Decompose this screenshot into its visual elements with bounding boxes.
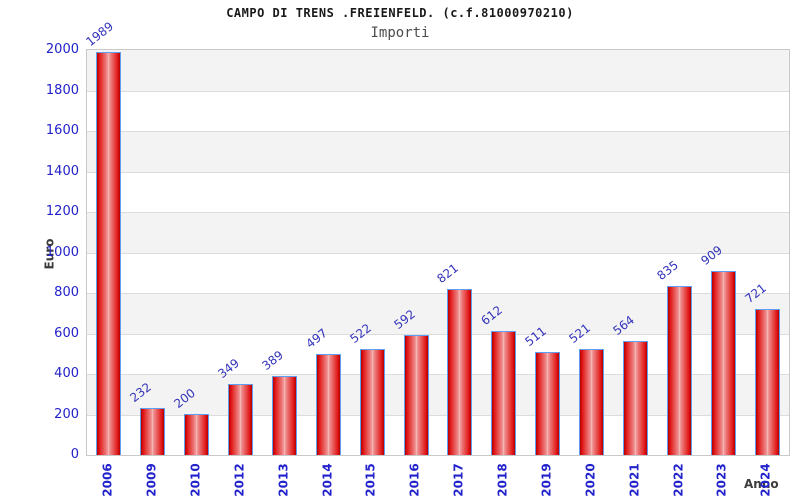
y-tick-label: 400 xyxy=(54,366,79,381)
bar-2015 xyxy=(360,349,385,455)
x-tick-year: 2010 xyxy=(188,463,203,497)
bar-2014 xyxy=(316,354,341,455)
x-tick-label: 2022 xyxy=(670,459,686,500)
x-tick-year: 2012 xyxy=(232,463,247,497)
x-tick-label: 2017 xyxy=(451,459,467,500)
bar-2019 xyxy=(535,352,560,455)
x-tick-year: 2018 xyxy=(495,463,510,497)
chart-subtitle: Importi xyxy=(370,25,430,41)
plot-area xyxy=(86,49,790,456)
x-tick-label: 2021 xyxy=(626,459,642,500)
x-tick-year: 2020 xyxy=(583,463,598,497)
grid-line xyxy=(87,131,789,132)
x-tick-label: 2015 xyxy=(363,459,379,500)
bar-2012 xyxy=(228,384,253,455)
bar-2022 xyxy=(667,286,692,455)
x-tick-label: 2010 xyxy=(188,459,204,500)
x-tick-year: 2009 xyxy=(144,463,159,497)
x-tick-year: 2016 xyxy=(408,463,423,497)
grid-line xyxy=(87,333,789,335)
x-tick-year: 2022 xyxy=(671,463,686,497)
x-tick-label: 2009 xyxy=(144,459,160,500)
bar-2009 xyxy=(140,408,165,455)
grid-band xyxy=(87,212,789,253)
y-tick-label: 1400 xyxy=(45,163,79,179)
x-tick-year: 2014 xyxy=(320,463,335,497)
grid-line xyxy=(87,414,789,416)
y-tick-label: 1800 xyxy=(45,82,79,98)
x-tick-label: 2018 xyxy=(495,459,511,500)
x-tick-year: 2015 xyxy=(364,463,379,497)
y-tick-label: 1000 xyxy=(45,244,79,260)
grid-line xyxy=(87,252,789,254)
x-tick-year: 2017 xyxy=(451,463,466,497)
x-tick-label: 2020 xyxy=(583,459,599,500)
bar-2017 xyxy=(447,289,472,455)
grid-line xyxy=(87,90,789,92)
grid-line xyxy=(87,212,789,213)
bar-2010 xyxy=(184,414,209,455)
x-tick-year: 2013 xyxy=(276,463,291,497)
x-tick-label: 2023 xyxy=(714,459,730,500)
x-tick-label: 2013 xyxy=(275,459,291,500)
x-tick-year: 2006 xyxy=(100,463,115,497)
bar-2016 xyxy=(404,335,429,455)
bar-2020 xyxy=(579,349,604,455)
y-tick-label: 1600 xyxy=(45,123,79,138)
grid-band xyxy=(87,90,789,131)
bar-2023 xyxy=(711,271,736,455)
x-tick-label: 2014 xyxy=(319,459,335,500)
y-tick-label: 600 xyxy=(54,325,79,341)
x-axis-title: Anno xyxy=(744,477,779,491)
chart-title: CAMPO DI TRENS .FREIENFELD. (c.f.8100097… xyxy=(226,6,574,20)
grid-line xyxy=(87,171,789,173)
grid-line xyxy=(87,293,789,294)
x-tick-label: 2016 xyxy=(407,459,423,500)
x-tick-year: 2023 xyxy=(715,463,730,497)
y-tick-label: 200 xyxy=(54,406,79,422)
x-tick-year: 2024 xyxy=(759,463,774,497)
bar-2013 xyxy=(272,376,297,455)
grid-line xyxy=(87,374,789,375)
bar-2024 xyxy=(755,309,780,455)
grid-band xyxy=(87,50,789,91)
y-tick-label: 2000 xyxy=(45,42,79,57)
x-tick-label: 2012 xyxy=(232,459,248,500)
y-tick-label: 1200 xyxy=(45,204,79,219)
x-tick-label: 2006 xyxy=(100,459,116,500)
x-tick-year: 2019 xyxy=(539,463,554,497)
grid-band xyxy=(87,131,789,172)
y-tick-label: 800 xyxy=(54,285,79,300)
y-tick-label: 0 xyxy=(70,447,79,462)
x-tick-label: 2019 xyxy=(539,459,555,500)
bar-2018 xyxy=(491,331,516,455)
grid-band xyxy=(87,171,789,212)
bar-2021 xyxy=(623,341,648,455)
bar-2006 xyxy=(96,52,121,455)
x-tick-year: 2021 xyxy=(627,463,642,497)
x-tick-label: 2024 xyxy=(758,459,774,500)
